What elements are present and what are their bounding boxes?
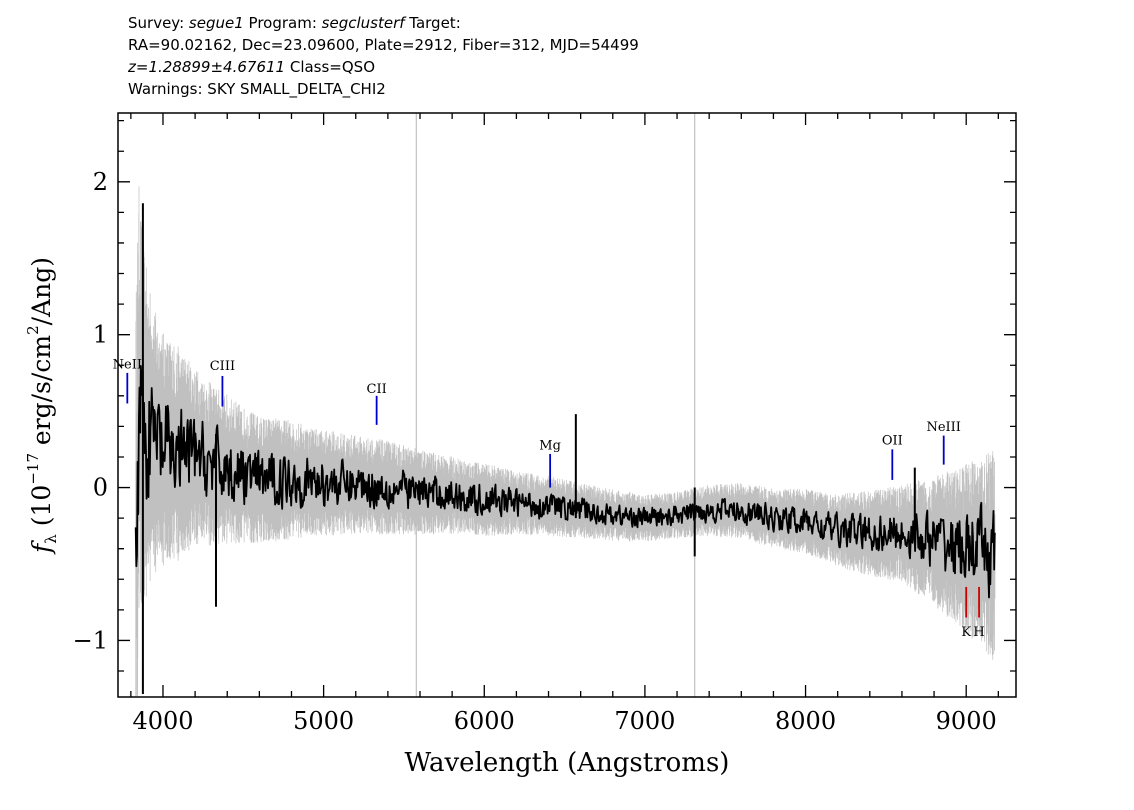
x-tick-label-8000: 8000 — [775, 707, 836, 735]
error-band — [135, 186, 996, 696]
y-label-post: /Ang) — [27, 257, 56, 325]
marker-label-neiii: NeIII — [926, 420, 960, 435]
flux-series — [134, 203, 996, 694]
redshift-value: z=1.28899±4.67611 — [128, 58, 286, 76]
y-tick-label-2: 1 — [93, 321, 108, 349]
axis-ticks — [118, 113, 1016, 697]
error-band-strokes — [135, 186, 996, 696]
survey-label: Survey: — [128, 14, 189, 32]
y-label-pre: (10 — [27, 485, 56, 535]
marker-label-neii: NeII — [113, 357, 142, 372]
emission-line-markers: NeII CIII CII Mg OII NeIII K H — [113, 357, 985, 640]
x-tick-labels: 4000 5000 6000 7000 8000 9000 — [132, 707, 996, 735]
x-tick-label-6000: 6000 — [454, 707, 515, 735]
marker-label-oii: OII — [882, 434, 903, 449]
y-axis-label: fλ (10−17 erg/s/cm2/Ang) — [24, 257, 60, 555]
y-label-mid: erg/s/cm — [27, 335, 56, 453]
header-survey-line: Survey: segue1 Program: segclusterf Targ… — [128, 12, 639, 34]
y-tick-labels: −1 0 1 2 — [73, 168, 108, 655]
plot-frame — [117, 112, 1017, 698]
x-tick-label-4000: 4000 — [132, 707, 193, 735]
target-label: Target: — [404, 14, 461, 32]
marker-label-ciii: CIII — [210, 359, 235, 374]
y-label-f: f — [27, 540, 56, 555]
program-value: segclusterf — [321, 14, 405, 32]
sky-lines — [415, 113, 696, 697]
y-tick-label-1: 0 — [93, 474, 108, 502]
marker-label-h: H — [973, 625, 984, 640]
spectrum-header: Survey: segue1 Program: segclusterf Targ… — [128, 12, 639, 100]
program-label: Program: — [243, 14, 322, 32]
x-tick-label-9000: 9000 — [936, 707, 997, 735]
class-value: Class=QSO — [285, 58, 376, 76]
marker-label-k: K — [961, 625, 971, 640]
tick-marks — [118, 113, 1016, 697]
y-label-exp1: −17 — [24, 453, 42, 485]
x-tick-label-7000: 7000 — [614, 707, 675, 735]
flux-line — [134, 364, 996, 599]
survey-value: segue1 — [188, 14, 244, 32]
marker-label-mg: Mg — [539, 438, 561, 453]
y-tick-label-0: −1 — [73, 626, 108, 654]
marker-label-cii: CII — [367, 382, 387, 397]
x-axis-label: Wavelength (Angstroms) — [405, 748, 730, 778]
y-label-exp2: 2 — [24, 325, 42, 335]
header-warnings-line: Warnings: SKY SMALL_DELTA_CHI2 — [128, 80, 386, 98]
header-coordinates-line: RA=90.02162, Dec=23.09600, Plate=2912, F… — [128, 36, 639, 54]
header-redshift-line: z=1.28899±4.67611 Class=QSO — [128, 56, 639, 78]
x-tick-label-5000: 5000 — [293, 707, 354, 735]
y-label-sub: λ — [42, 534, 60, 544]
y-tick-label-3: 2 — [93, 168, 108, 196]
